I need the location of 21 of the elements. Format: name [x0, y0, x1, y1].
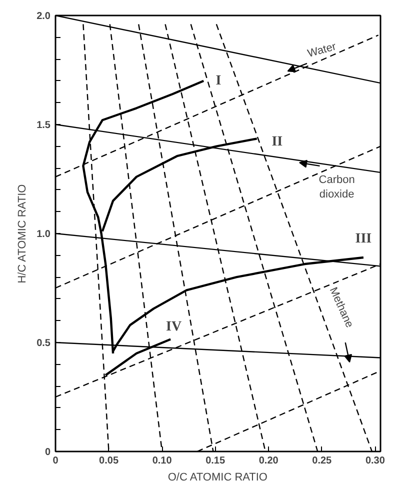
- annotation: IV: [166, 320, 182, 335]
- x-tick-label: 0.25: [312, 456, 332, 466]
- annotation: Carbon: [318, 174, 355, 186]
- x-tick-label: 0.20: [258, 456, 279, 466]
- x-tick-label: 0.15: [206, 456, 226, 466]
- y-axis-title: H/C ATOMIC RATIO: [16, 184, 29, 284]
- x-axis-title: O/C ATOMIC RATIO: [168, 472, 268, 484]
- annotation: II: [272, 134, 283, 150]
- annotation: Water: [306, 40, 338, 60]
- y-tick-label: 1.5: [36, 120, 51, 131]
- annotation: III: [355, 231, 372, 246]
- annotation: dioxide: [319, 188, 354, 200]
- x-tick-label: 0: [52, 456, 59, 466]
- y-tick-label: 2.0: [36, 11, 51, 22]
- y-tick-label: 1.0: [36, 229, 51, 240]
- y-tick-label: 0.5: [36, 338, 51, 349]
- x-tick-label: 0.30: [365, 456, 386, 466]
- annotation: I: [216, 73, 222, 88]
- x-tick-label: 0.05: [99, 456, 119, 466]
- x-tick-label: 0.10: [152, 456, 172, 466]
- y-tick-label: 0: [44, 447, 51, 458]
